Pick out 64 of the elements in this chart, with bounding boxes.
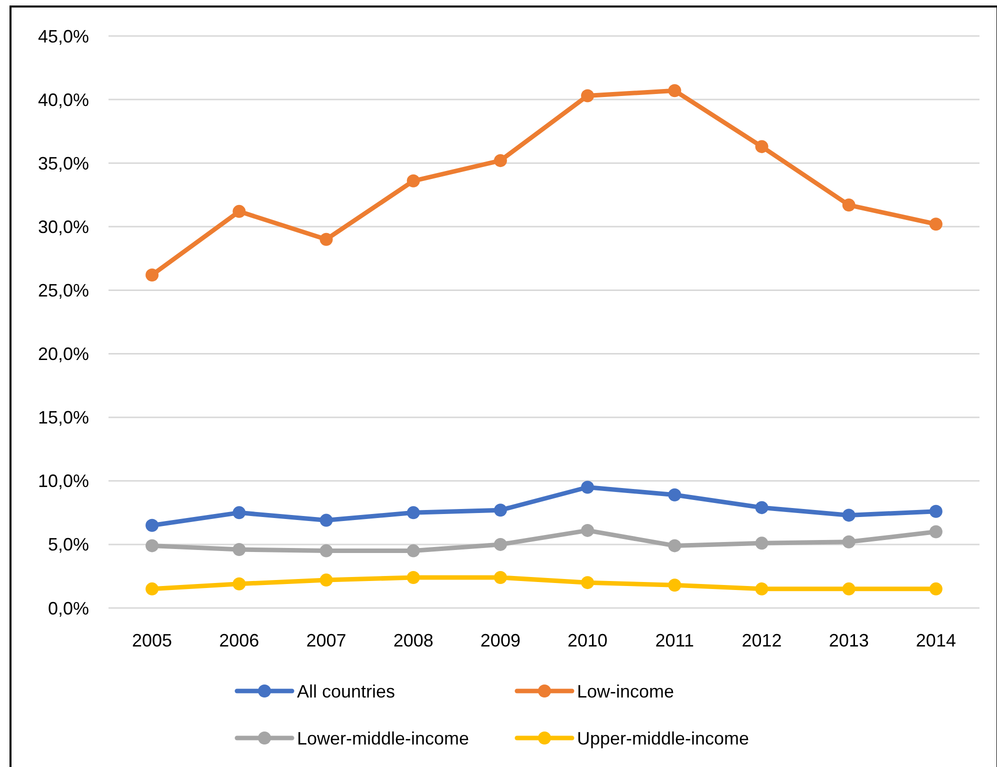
point [494,538,507,551]
point [146,518,159,532]
point [668,488,682,502]
point [232,506,246,520]
point [842,535,856,548]
point [842,198,856,212]
point [232,577,246,590]
x-tick-label: 2011 [655,630,694,650]
point [406,174,420,188]
point [232,543,246,556]
point [320,514,333,527]
y-tick-label: 15,0% [38,408,89,428]
point [581,576,594,590]
y-tick-label: 45,0% [38,26,89,46]
point [406,506,420,520]
y-tick-label: 40,0% [38,90,89,110]
y-tick-label: 35,0% [38,153,89,174]
point [146,582,159,596]
x-tick-label: 2009 [480,630,520,650]
legend-label: All countries [297,681,396,702]
point [494,154,507,168]
x-tick-label: 2005 [132,630,172,650]
point [406,544,420,558]
point [929,525,942,538]
x-tick-label: 2013 [828,630,869,650]
point [232,204,246,218]
point [929,218,942,231]
point [755,140,768,154]
point [581,524,594,537]
y-tick-label: 0,0% [48,598,89,618]
point [842,582,856,596]
point [406,570,420,584]
point [755,536,768,550]
legend-label: Lower-middle-income [297,728,470,748]
point [668,539,682,552]
point [755,582,768,596]
point [494,570,507,584]
point [581,89,594,102]
x-tick-label: 2007 [306,630,346,650]
point [581,480,594,494]
legend-label: Low-income [577,681,674,702]
point [494,504,507,517]
point [842,508,856,522]
y-tick-label: 30,0% [38,216,89,237]
point [320,232,333,246]
x-tick-label: 2012 [742,630,782,650]
y-tick-label: 5,0% [48,534,89,555]
point [320,544,333,558]
x-tick-label: 2010 [568,630,608,650]
point [146,268,159,282]
legend-label: Upper-middle-income [577,728,750,748]
point [146,539,159,552]
y-tick-label: 25,0% [38,280,89,301]
y-tick-label: 10,0% [38,471,89,492]
y-tick-label: 20,0% [38,344,89,364]
point [929,582,942,596]
point [929,504,942,518]
x-tick-label: 2014 [916,630,956,650]
point [320,574,333,587]
point [668,84,682,98]
point [755,501,768,514]
x-tick-label: 2006 [219,630,260,650]
x-tick-label: 2008 [393,630,434,650]
point [668,578,682,592]
